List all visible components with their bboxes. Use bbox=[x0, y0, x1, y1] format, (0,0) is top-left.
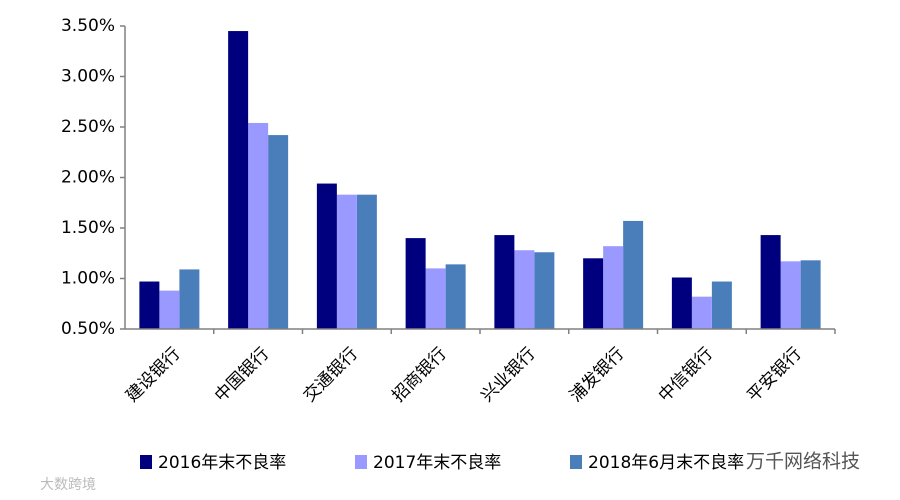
y-tick-label: 2.00% bbox=[61, 168, 115, 188]
y-tick-label: 2.50% bbox=[61, 117, 115, 137]
bar bbox=[603, 246, 624, 329]
legend-label: 2017年末不良率 bbox=[373, 453, 501, 473]
x-tick-label: 交通银行 bbox=[300, 344, 362, 406]
bar bbox=[356, 194, 377, 329]
bar bbox=[514, 250, 535, 329]
bar bbox=[534, 252, 555, 329]
bar bbox=[248, 122, 269, 330]
bar bbox=[228, 31, 249, 330]
x-tick-label: 中信银行 bbox=[655, 344, 717, 406]
bar bbox=[316, 183, 337, 329]
bar bbox=[268, 135, 289, 329]
bar bbox=[583, 258, 604, 329]
x-tick-label: 中国银行 bbox=[211, 344, 273, 406]
x-tick-label: 浦发银行 bbox=[566, 344, 628, 406]
y-tick-label: 3.00% bbox=[61, 67, 115, 87]
y-tick-label: 0.50% bbox=[61, 319, 115, 339]
legend-label: 2018年6月末不良率 bbox=[588, 453, 744, 473]
bar bbox=[671, 277, 692, 329]
y-tick-label: 1.50% bbox=[61, 218, 115, 238]
watermark: 万千网络科技 bbox=[746, 451, 860, 473]
legend-swatch bbox=[140, 455, 152, 469]
legend-swatch bbox=[570, 455, 582, 469]
y-tick-label: 3.50% bbox=[61, 16, 115, 36]
bar bbox=[179, 269, 200, 329]
bar bbox=[336, 194, 357, 329]
bar bbox=[691, 296, 712, 329]
bar bbox=[780, 261, 801, 329]
bar bbox=[405, 238, 426, 329]
bar bbox=[425, 268, 446, 329]
bar bbox=[494, 235, 515, 329]
legend-swatch bbox=[355, 455, 367, 469]
x-tick-label: 建设银行 bbox=[122, 344, 184, 406]
x-tick-label: 招商银行 bbox=[388, 344, 450, 406]
bar bbox=[159, 290, 180, 329]
bar bbox=[760, 235, 781, 329]
legend-label: 2016年末不良率 bbox=[158, 453, 286, 473]
x-tick-label: 兴业银行 bbox=[477, 344, 539, 406]
bar bbox=[445, 264, 466, 329]
watermark: 大数跨境 bbox=[40, 477, 96, 493]
bar bbox=[139, 281, 160, 329]
bar bbox=[800, 260, 821, 329]
bar bbox=[623, 220, 644, 329]
bar bbox=[711, 281, 732, 329]
x-tick-label: 平安银行 bbox=[743, 344, 805, 406]
y-tick-label: 1.00% bbox=[61, 269, 115, 289]
